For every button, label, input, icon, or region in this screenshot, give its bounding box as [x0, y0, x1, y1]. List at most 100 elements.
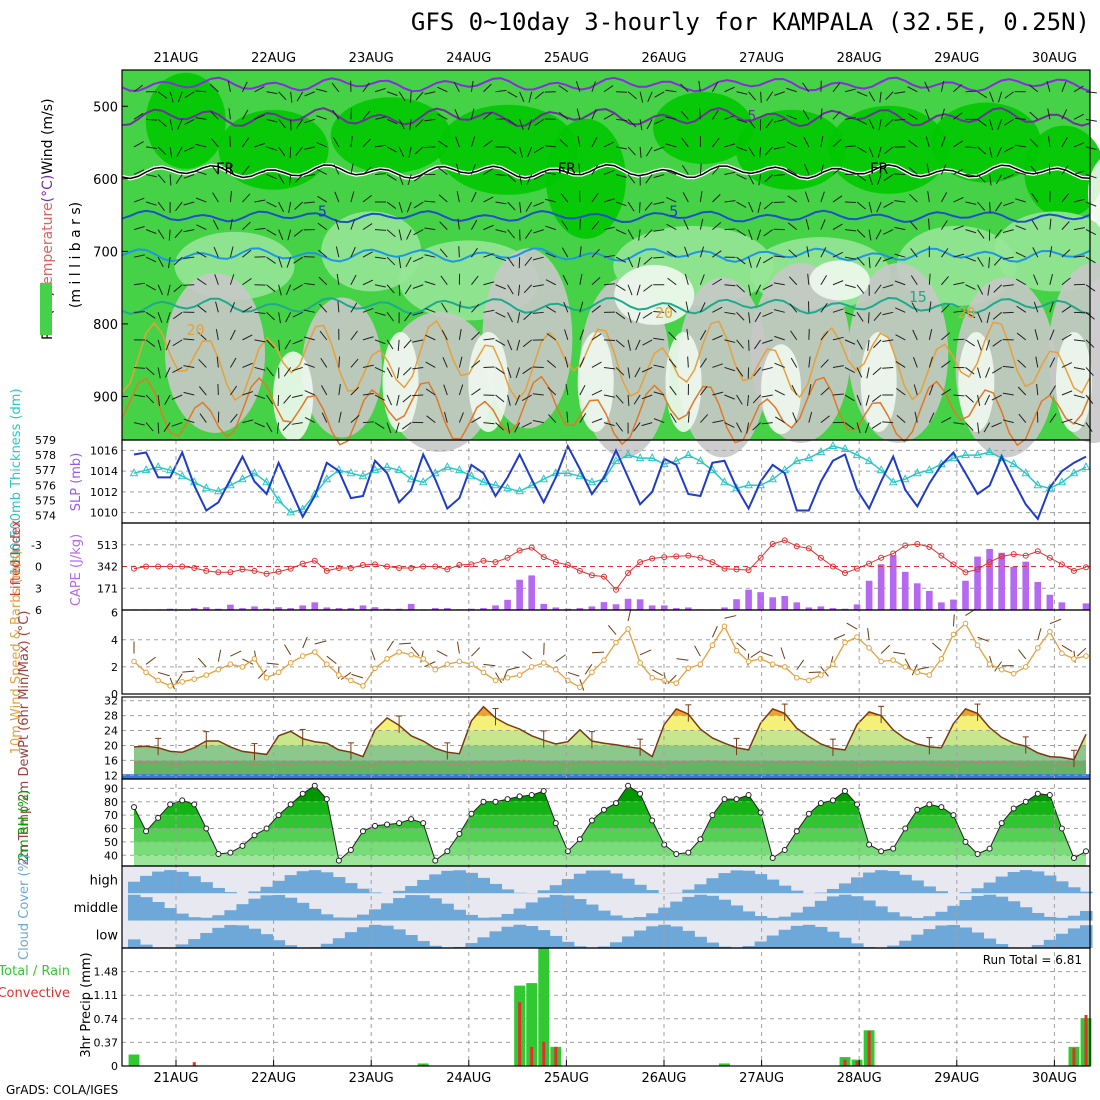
- wind-barb: [910, 275, 918, 286]
- rh2m-point: [408, 816, 415, 823]
- rh-legend-swatch: [40, 283, 52, 335]
- wind-barb: [157, 174, 166, 184]
- wind-barb: [242, 249, 252, 258]
- wind-barb: [865, 394, 870, 406]
- wind-barb: [184, 118, 195, 125]
- wind10m-point: [721, 623, 728, 630]
- precip-convective-bar: [192, 1062, 196, 1066]
- cloud-bar: [790, 925, 804, 948]
- wind-barb: [774, 389, 785, 396]
- wind10m-point: [1059, 650, 1065, 657]
- cloud-bar: [477, 937, 490, 948]
- lifted-index-point: [625, 570, 632, 577]
- lifted-index-point: [757, 554, 764, 561]
- wind-barb: [278, 146, 286, 157]
- wind-barb: [212, 192, 219, 203]
- wind-barb: [615, 367, 625, 376]
- wind-barb: [941, 360, 951, 368]
- cloud-bar: [356, 927, 370, 948]
- thickness-point: [647, 453, 657, 462]
- wind-barb: [997, 91, 1003, 103]
- wind-barb: [591, 220, 600, 230]
- cloud-bar: [622, 878, 635, 894]
- wind-barb: [495, 229, 507, 233]
- wind10m-barb: [917, 666, 930, 671]
- cloud-bar: [1007, 871, 1021, 894]
- wind-barb: [213, 246, 219, 258]
- wind-barb: [913, 384, 918, 396]
- wind-barb: [832, 195, 843, 203]
- cloud-bar: [212, 927, 225, 948]
- wind-barb: [157, 146, 167, 156]
- rh2m-point: [709, 812, 716, 819]
- wind-barb: [736, 311, 745, 321]
- cape-bar: [299, 605, 307, 610]
- thickness-point: [816, 447, 826, 456]
- wind-barb: [762, 284, 773, 291]
- wind10m-barb: [456, 641, 460, 654]
- wind-barb: [266, 422, 273, 433]
- thickness-point: [828, 440, 838, 450]
- precip-convective-bar: [530, 1046, 534, 1066]
- wind-barb: [254, 86, 265, 93]
- wind-barb: [924, 81, 930, 92]
- wind-barb: [546, 306, 557, 313]
- wind-barb: [471, 360, 481, 368]
- wind-barb: [748, 284, 752, 296]
- wind-barb: [406, 201, 412, 213]
- wind-barb: [214, 274, 219, 285]
- lifted-index-point: [528, 544, 535, 551]
- rh-blob: [809, 260, 870, 301]
- day-label-top: 27AUG: [739, 51, 784, 66]
- wind10m-point: [926, 672, 933, 678]
- temp-tick-label: 32: [104, 695, 118, 708]
- rh2m-point: [251, 832, 258, 839]
- cloud-bar: [284, 875, 298, 894]
- wind10m-point: [878, 658, 884, 665]
- wind10m-barb: [436, 650, 448, 657]
- wind-barb: [266, 146, 278, 151]
- wind-barb: [736, 146, 747, 152]
- precip-tick-label: 0: [111, 1060, 118, 1073]
- thickness-point: [1081, 462, 1091, 471]
- rh-blob: [321, 211, 422, 292]
- wind-barb: [665, 170, 677, 175]
- cape-bar: [190, 608, 198, 610]
- wind-barb: [576, 108, 581, 120]
- wind-barb: [362, 421, 374, 424]
- wind-barb: [145, 146, 158, 149]
- wind-barb: [545, 252, 556, 258]
- wind-barb: [989, 91, 994, 103]
- wind-barb: [616, 91, 628, 93]
- wind-barb: [242, 81, 248, 92]
- cloud-bar: [597, 870, 611, 894]
- lifted-index-point: [576, 567, 583, 574]
- wind-barb: [762, 311, 773, 318]
- wind-barb: [928, 412, 935, 423]
- wind-barb: [591, 333, 602, 341]
- wind-barb: [175, 201, 183, 212]
- wind-barb: [786, 141, 798, 148]
- cloud-bar: [863, 872, 876, 894]
- cloud-bar: [501, 889, 515, 894]
- wind-barb: [699, 358, 707, 368]
- wind-barb: [457, 218, 460, 230]
- rh-blob: [468, 331, 509, 432]
- cloud-bar: [682, 930, 695, 948]
- cloud-bar: [826, 896, 840, 921]
- wind-barb: [317, 222, 328, 231]
- wind10m-point: [191, 676, 198, 682]
- wind10m-tick-label: 2: [111, 661, 118, 674]
- wind-barb: [866, 367, 870, 379]
- ylabel-segment: Wind (m/s): [40, 98, 56, 174]
- wind-barb: [386, 422, 392, 434]
- wind-barb: [645, 146, 653, 157]
- wind-barb: [495, 118, 507, 120]
- cape-bar: [395, 608, 403, 610]
- cloud-bar: [393, 898, 406, 921]
- slp-tick-label: 1010: [90, 507, 118, 520]
- wind-barb: [401, 422, 412, 430]
- wind-barb: [398, 119, 405, 130]
- wind-barb: [641, 422, 653, 427]
- wind10m-point: [986, 661, 993, 667]
